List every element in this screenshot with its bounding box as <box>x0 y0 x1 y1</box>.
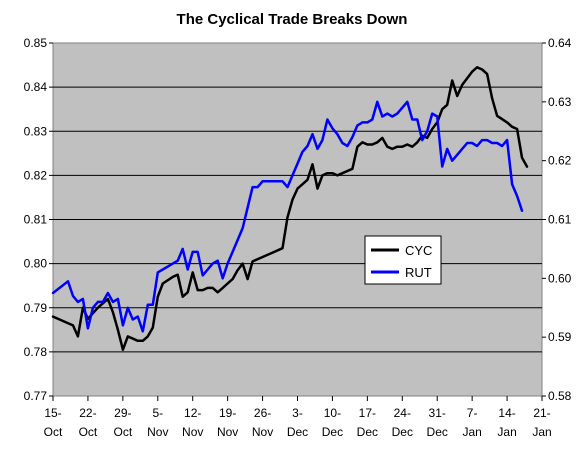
right-tick-label: 0.58 <box>548 389 572 403</box>
right-tick-label: 0.59 <box>548 330 572 344</box>
x-tick-label-bottom: Oct <box>44 425 63 439</box>
left-tick-label: 0.78 <box>24 345 48 359</box>
right-tick-label: 0.60 <box>548 271 572 285</box>
right-tick-label: 0.63 <box>548 95 572 109</box>
left-tick-label: 0.77 <box>24 389 48 403</box>
right-tick-label: 0.61 <box>548 213 572 227</box>
legend: CYC RUT <box>364 235 442 285</box>
left-tick-label: 0.83 <box>24 124 48 138</box>
chart-title: The Cyclical Trade Breaks Down <box>177 11 408 28</box>
x-tick-label-bottom: Dec <box>392 425 413 439</box>
x-tick-label-top: 21- <box>533 406 550 420</box>
series-line-cyc <box>51 66 529 351</box>
x-tick-label-bottom: Oct <box>114 425 133 439</box>
x-tick-label-top: 7- <box>467 406 478 420</box>
x-tick-label-top: 19- <box>219 406 236 420</box>
x-tick-label-bottom: Jan <box>462 425 481 439</box>
x-tick-label-top: 24- <box>394 406 411 420</box>
x-tick-label-top: 31- <box>429 406 446 420</box>
legend-label-rut: RUT <box>405 265 432 280</box>
x-tick-label-bottom: Nov <box>147 425 168 439</box>
series-layer <box>51 66 529 351</box>
x-tick-label-top: 3- <box>292 406 303 420</box>
x-tick-label-bottom: Nov <box>252 425 273 439</box>
x-tick-label-bottom: Jan <box>532 425 551 439</box>
x-tick-label-top: 22- <box>79 406 96 420</box>
left-tick-label: 0.80 <box>24 257 48 271</box>
left-tick-label: 0.79 <box>24 301 48 315</box>
legend-label-cyc: CYC <box>405 243 432 258</box>
x-tick-label-top: 15- <box>44 406 61 420</box>
x-tick-label-bottom: Dec <box>427 425 448 439</box>
right-axis: 0.58 0.59 0.60 0.61 0.62 0.63 0.64 <box>542 36 572 403</box>
left-axis: 0.77 0.78 0.79 0.80 0.81 0.82 0.83 0.84 0.85 <box>24 36 53 403</box>
right-tick-label: 0.62 <box>548 154 572 168</box>
series-line-rut <box>51 100 524 333</box>
x-tick-label-bottom: Dec <box>357 425 378 439</box>
x-tick-label-bottom: Nov <box>182 425 203 439</box>
left-tick-label: 0.85 <box>24 36 48 50</box>
x-tick-label-top: 5- <box>152 406 163 420</box>
x-tick-label-bottom: Jan <box>497 425 516 439</box>
x-tick-label-top: 12- <box>184 406 201 420</box>
x-axis: 15- Oct 22- Oct 29- Oct 5- Nov 12- Nov 19- Nov 26- No… <box>44 396 552 439</box>
gridlines <box>53 86 542 353</box>
x-tick-label-bottom: Nov <box>217 425 238 439</box>
x-tick-label-top: 10- <box>324 406 341 420</box>
right-tick-label: 0.64 <box>548 36 572 50</box>
left-tick-label: 0.82 <box>24 168 48 182</box>
x-tick-label-top: 17- <box>359 406 376 420</box>
x-tick-label-bottom: Oct <box>79 425 98 439</box>
left-tick-label: 0.81 <box>24 213 48 227</box>
x-tick-label-top: 26- <box>254 406 271 420</box>
x-tick-label-top: 29- <box>114 406 131 420</box>
x-tick-label-top: 14- <box>498 406 515 420</box>
legend-box <box>364 235 442 285</box>
x-tick-label-bottom: Dec <box>287 425 308 439</box>
x-tick-label-bottom: Dec <box>322 425 343 439</box>
left-tick-label: 0.84 <box>24 80 48 94</box>
